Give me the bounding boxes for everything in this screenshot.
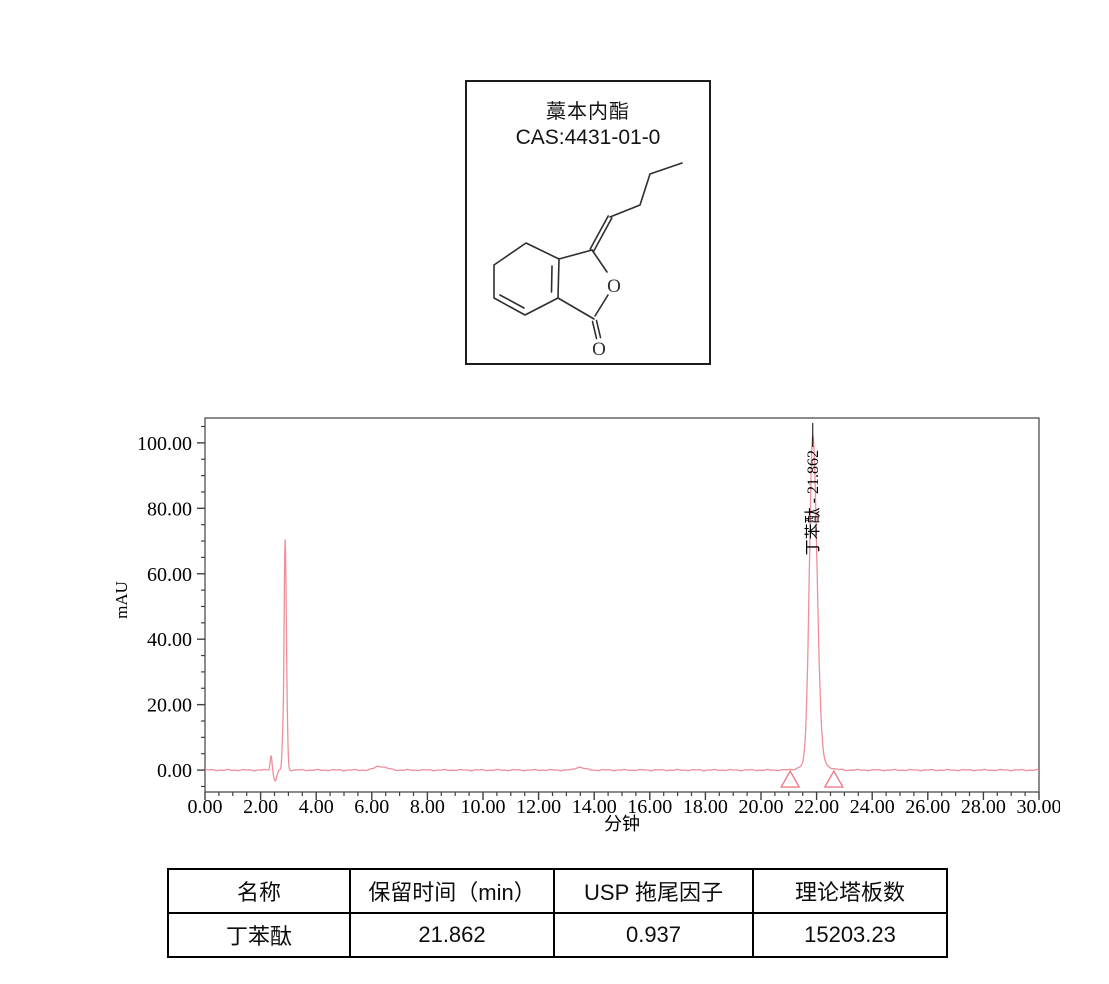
integration-marker	[823, 769, 845, 788]
ligustilide-structure-drawing: O O	[493, 162, 683, 360]
results-table-header-row: 名称 保留时间（min） USP 拖尾因子 理论塔板数	[167, 868, 948, 914]
results-table-data-row: 丁苯酞 21.862 0.937 15203.23	[167, 912, 948, 958]
y-axis-title: mAU	[112, 581, 131, 619]
x-tick-label: 14.00	[572, 796, 617, 818]
lactone-bond-2	[591, 249, 608, 273]
y-tick-label: 80.00	[147, 498, 192, 520]
y-tick-label: 40.00	[147, 629, 192, 651]
col-header-usp-tailing: USP 拖尾因子	[553, 868, 754, 914]
exocyclic-double-bond-a	[593, 217, 613, 252]
compound-name: 藁本内酯	[546, 101, 630, 123]
carbonyl-double-bond-a	[595, 319, 602, 339]
x-tick-label: 20.00	[739, 796, 784, 818]
x-axis-title: 分钟	[604, 814, 640, 834]
y-tick-label: 100.00	[137, 433, 192, 455]
x-tick-label: 8.00	[410, 796, 445, 818]
fusion-double-bond	[550, 265, 553, 293]
exocyclic-double-bond-b	[589, 215, 609, 250]
x-tick-label: 30.00	[1017, 796, 1061, 818]
compound-cas-number: CAS:4431-01-0	[515, 126, 661, 149]
x-tick-label: 2.00	[243, 796, 278, 818]
x-tick-label: 12.00	[516, 796, 561, 818]
results-table: 名称 保留时间（min） USP 拖尾因子 理论塔板数 丁苯酞 21.862 0…	[167, 868, 948, 958]
carbonyl-double-bond-b	[591, 320, 598, 340]
lactone-bond-3	[594, 294, 609, 317]
col-header-name: 名称	[167, 868, 351, 914]
chromatogram-plot: 0.00 20.00 40.00 60.00 80.00 100.00 0.00 2.00 4.…	[112, 417, 1061, 834]
integration-marker	[779, 769, 801, 788]
x-tick-label: 0.00	[188, 796, 223, 818]
peak-retention-label: 丁苯酞 - 21.862	[804, 450, 822, 555]
x-tick-label: 6.00	[354, 796, 389, 818]
carbonyl-oxygen-label: O	[592, 339, 606, 360]
lactone-bond-4	[557, 297, 595, 320]
cell-compound-name: 丁苯酞	[167, 912, 351, 958]
x-tick-label: 10.00	[461, 796, 506, 818]
cell-retention-time: 21.862	[349, 912, 555, 958]
plot-frame	[204, 417, 1040, 793]
alkyl-chain-bond	[609, 162, 683, 218]
x-tick-label: 22.00	[794, 796, 839, 818]
ring-oxygen-label: O	[607, 276, 621, 297]
x-tick-label: 4.00	[299, 796, 334, 818]
hexene-ring-bond	[493, 242, 560, 316]
col-header-plates: 理论塔板数	[752, 868, 948, 914]
lactone-bond-1	[558, 249, 593, 260]
cell-usp-tailing: 0.937	[553, 912, 754, 958]
y-tick-label: 20.00	[147, 695, 192, 717]
chromatogram-trace	[205, 434, 1040, 782]
y-tick-label: 0.00	[157, 760, 192, 782]
x-tick-label: 26.00	[905, 796, 950, 818]
cell-plates: 15203.23	[752, 912, 948, 958]
col-header-retention-time: 保留时间（min）	[349, 868, 555, 914]
x-tick-label: 28.00	[961, 796, 1006, 818]
x-tick-label: 18.00	[683, 796, 728, 818]
x-tick-label: 24.00	[850, 796, 895, 818]
y-tick-label: 60.00	[147, 564, 192, 586]
compound-info-card: O O 藁本内酯 CAS:4431-01-0	[465, 80, 711, 365]
diene-double-bond	[499, 294, 525, 309]
x-tick-label: 16.00	[627, 796, 672, 818]
